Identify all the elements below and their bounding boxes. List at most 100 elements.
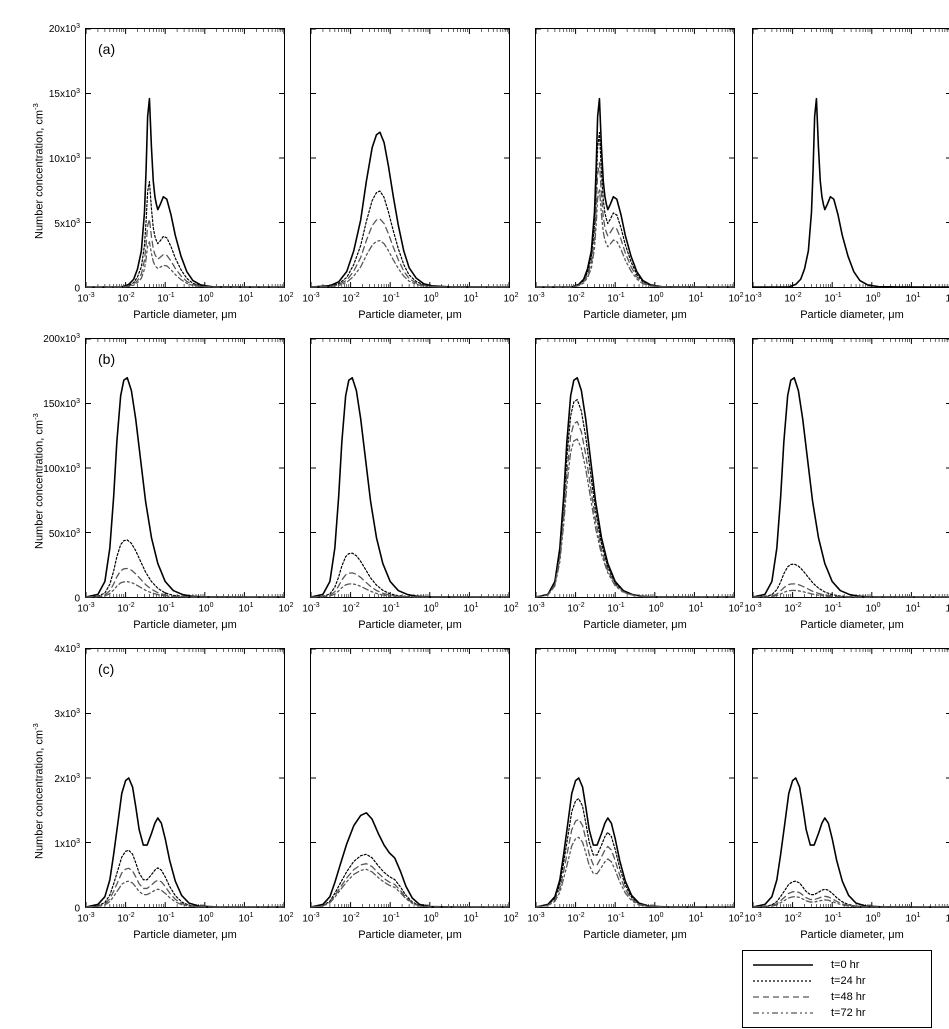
x-tick-label: 101 [238,292,253,304]
y-tick-label: 200x103 [43,333,80,345]
chart-panel-b3: 10-310-210-1100101102Particle diameter, … [535,338,735,598]
series-line-t48 [311,864,509,907]
series-line-t0 [311,813,509,907]
x-tick-label: 102 [728,292,743,304]
x-tick-label: 102 [503,292,518,304]
x-axis-label: Particle diameter, μm [536,619,734,631]
y-tick-label: 20x103 [49,23,80,35]
x-tick-label: 100 [423,912,438,924]
y-tick-label: 5x103 [54,218,80,230]
x-tick-label: 10-1 [824,292,841,304]
series-line-t0 [536,778,734,907]
x-tick-label: 100 [198,912,213,924]
x-tick-label: 10-3 [744,292,761,304]
x-tick-label: 10-2 [117,292,134,304]
series-line-t24 [86,540,284,597]
x-tick-label: 10-2 [567,602,584,614]
x-tick-label: 100 [865,292,880,304]
x-tick-label: 10-3 [302,602,319,614]
x-tick-label: 100 [648,292,663,304]
series-line-t48 [86,868,284,907]
series-line-t0 [536,99,734,287]
y-tick-label: 2x103 [54,773,80,785]
y-tick-label: 100x103 [43,463,80,475]
y-axis-label: Number concentration, cm-3 [31,103,46,239]
y-tick-label: 15x103 [49,88,80,100]
legend-label: t=72 hr [831,1007,866,1019]
y-tick-label: 4x103 [54,643,80,655]
legend-item: t=72 hr [753,1005,921,1021]
chart-panel-a1: 10-310-210-110010110205x10310x10315x1032… [85,28,285,288]
x-tick-label: 10-2 [784,602,801,614]
x-tick-label: 10-2 [567,912,584,924]
y-tick-label: 1x103 [54,838,80,850]
series-line-t0 [753,778,949,907]
y-tick-label: 10x103 [49,153,80,165]
x-tick-label: 102 [278,292,293,304]
legend-swatch [753,1007,813,1019]
series-line-t24 [86,182,284,287]
chart-panel-b1: 10-310-210-1100101102050x103100x103150x1… [85,338,285,598]
x-axis-label: Particle diameter, μm [311,619,509,631]
x-tick-label: 10-3 [527,292,544,304]
chart-panel-a2: 10-310-210-1100101102Particle diameter, … [310,28,510,288]
x-tick-label: 100 [865,912,880,924]
x-tick-label: 100 [198,292,213,304]
x-tick-label: 10-2 [342,602,359,614]
y-tick-label: 50x103 [49,528,80,540]
x-tick-label: 10-1 [607,292,624,304]
x-tick-label: 101 [238,912,253,924]
y-tick-label: 0 [74,904,80,915]
legend-swatch [753,975,813,987]
x-tick-label: 101 [688,912,703,924]
series-line-t24 [753,564,949,597]
x-tick-label: 102 [278,912,293,924]
x-tick-label: 10-1 [382,602,399,614]
y-axis-label: Number concentration, cm-3 [31,413,46,549]
x-tick-label: 100 [648,602,663,614]
x-tick-label: 10-1 [824,602,841,614]
series-line-t48 [536,819,734,907]
x-axis-label: Particle diameter, μm [86,309,284,321]
x-tick-label: 101 [463,292,478,304]
x-axis-label: Particle diameter, μm [536,309,734,321]
x-tick-label: 10-2 [117,912,134,924]
series-line-t72 [536,189,734,287]
series-line-t48 [311,219,509,287]
row-label: (b) [98,351,115,367]
x-tick-label: 101 [688,292,703,304]
x-tick-label: 10-1 [157,912,174,924]
series-line-t24 [536,799,734,907]
x-tick-label: 101 [905,912,920,924]
y-tick-label: 150x103 [43,398,80,410]
x-tick-label: 100 [648,912,663,924]
x-tick-label: 10-1 [157,292,174,304]
x-axis-label: Particle diameter, μm [753,929,949,941]
series-line-t0 [753,378,949,597]
y-axis-label: Number concentration, cm-3 [31,723,46,859]
x-tick-label: 10-2 [342,912,359,924]
x-axis-label: Particle diameter, μm [536,929,734,941]
legend: t=0 hr t=24 hr t=48 hr t=72 hr [742,950,932,1028]
x-tick-label: 10-2 [342,292,359,304]
x-axis-label: Particle diameter, μm [311,929,509,941]
x-axis-label: Particle diameter, μm [753,309,949,321]
row-label: (a) [98,41,115,57]
x-tick-label: 10-2 [567,292,584,304]
x-tick-label: 10-3 [527,912,544,924]
chart-panel-c2: 10-310-210-1100101102Particle diameter, … [310,648,510,908]
legend-label: t=0 hr [831,959,859,971]
legend-label: t=48 hr [831,991,866,1003]
x-tick-label: 101 [905,602,920,614]
x-tick-label: 10-1 [824,912,841,924]
y-tick-label: 0 [74,284,80,295]
x-tick-label: 10-2 [117,602,134,614]
legend-item: t=24 hr [753,973,921,989]
x-tick-label: 102 [945,912,949,924]
x-tick-label: 10-2 [784,912,801,924]
series-line-t0 [86,378,284,597]
series-line-t48 [86,219,284,287]
chart-panel-b2: 10-310-210-1100101102Particle diameter, … [310,338,510,598]
series-line-t0 [311,378,509,597]
series-line-t48 [311,573,509,597]
